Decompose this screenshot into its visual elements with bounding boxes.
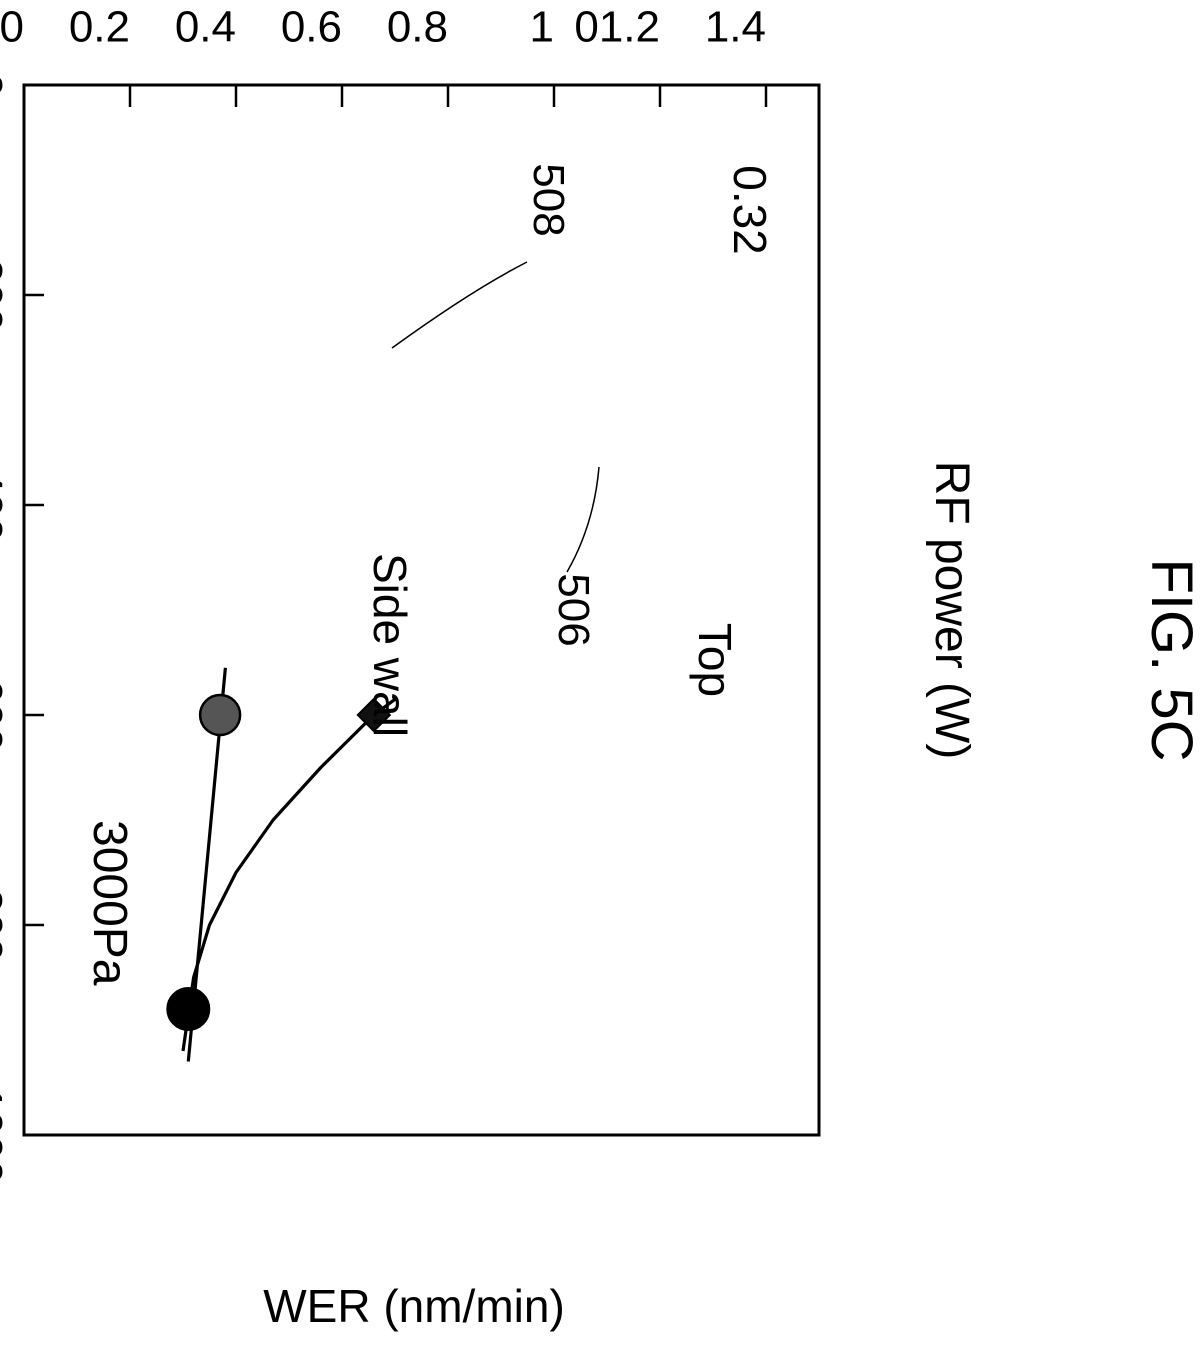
y-tick-label-rotated: 0.2: [69, 3, 130, 52]
leader-line-508: [391, 261, 528, 349]
y-tick-label-rotated: 0.4: [175, 3, 236, 52]
data-point-top: [198, 693, 242, 737]
data-point-side-wall: [356, 697, 392, 733]
x-tick-label: 400: [0, 468, 11, 541]
figure-label: FIG. 5C: [1139, 558, 1204, 761]
y-tick-label-rotated: 0.8: [387, 3, 448, 52]
x-tick-label: 200: [0, 258, 11, 331]
y-axis-ticks: 0 0.2 0.4 0.6 0.8 1 01.2 1.4: [0, 3, 768, 107]
ref-label-506: 506: [549, 573, 598, 646]
data-point-side-wall-high: [166, 987, 211, 1031]
series-layer: [166, 667, 396, 1062]
y-tick-label-rotated: 1: [530, 3, 554, 52]
ref-label-508: 508: [524, 163, 573, 236]
y-tick-label-rotated: 0: [0, 3, 24, 52]
series-label-side-wall: Side wall: [364, 553, 416, 737]
y-axis-label: WER (nm/min): [263, 1280, 565, 1332]
y-tick-label-rotated: 1.4: [705, 3, 766, 52]
x-tick-label: 1000: [0, 1086, 11, 1184]
y-tick-label-rotated: 0.6: [281, 3, 342, 52]
x-tick-label: 0: [0, 73, 11, 97]
plot-frame: [22, 83, 821, 1137]
x-axis-ticks: 0 200 400 600 800 1000: [0, 73, 44, 1184]
value-annotation: 0.32: [724, 165, 776, 255]
leader-line-506: [566, 466, 600, 573]
y-tick-label-rotated: 01.2: [574, 3, 660, 52]
chart-title: 3000Pa: [83, 820, 136, 986]
x-axis-label: RF power (W): [925, 461, 978, 760]
series-label-top: Top: [689, 623, 741, 697]
x-tick-label: 600: [0, 678, 11, 751]
series-line-side-wall: [181, 698, 396, 1052]
x-tick-label: 800: [0, 888, 11, 961]
